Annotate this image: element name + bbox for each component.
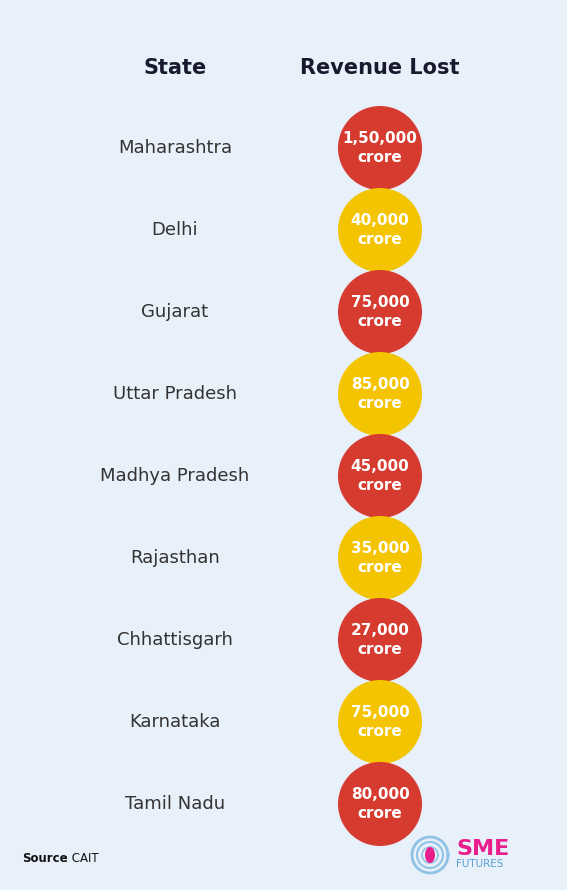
Text: Delhi: Delhi: [152, 221, 198, 239]
Ellipse shape: [425, 847, 435, 863]
Circle shape: [338, 516, 422, 600]
Circle shape: [338, 352, 422, 436]
Circle shape: [338, 106, 422, 190]
Text: 75,000
crore: 75,000 crore: [350, 705, 409, 740]
Circle shape: [338, 434, 422, 518]
Text: 35,000
crore: 35,000 crore: [350, 540, 409, 576]
Text: FUTURES: FUTURES: [456, 859, 503, 869]
Text: 27,000
crore: 27,000 crore: [350, 623, 409, 658]
Circle shape: [338, 680, 422, 764]
Text: 45,000
crore: 45,000 crore: [350, 458, 409, 493]
Text: 40,000
crore: 40,000 crore: [350, 213, 409, 247]
Text: Tamil Nadu: Tamil Nadu: [125, 795, 225, 813]
Circle shape: [338, 762, 422, 846]
Circle shape: [338, 188, 422, 272]
Text: Gujarat: Gujarat: [141, 303, 209, 321]
Text: 75,000
crore: 75,000 crore: [350, 295, 409, 329]
Circle shape: [338, 598, 422, 682]
Text: Revenue Lost: Revenue Lost: [301, 58, 460, 78]
Text: Rajasthan: Rajasthan: [130, 549, 220, 567]
Text: Source: Source: [22, 852, 67, 864]
Text: SME: SME: [456, 839, 509, 859]
Circle shape: [338, 270, 422, 354]
Text: 1,50,000
crore: 1,50,000 crore: [342, 131, 417, 166]
Text: Chhattisgarh: Chhattisgarh: [117, 631, 233, 649]
Text: : CAIT: : CAIT: [64, 852, 99, 864]
Text: Karnataka: Karnataka: [129, 713, 221, 731]
Text: 85,000
crore: 85,000 crore: [350, 376, 409, 411]
Text: Maharashtra: Maharashtra: [118, 139, 232, 157]
Text: 80,000
crore: 80,000 crore: [350, 787, 409, 821]
Text: Uttar Pradesh: Uttar Pradesh: [113, 385, 237, 403]
Text: State: State: [143, 58, 206, 78]
Text: Madhya Pradesh: Madhya Pradesh: [100, 467, 249, 485]
